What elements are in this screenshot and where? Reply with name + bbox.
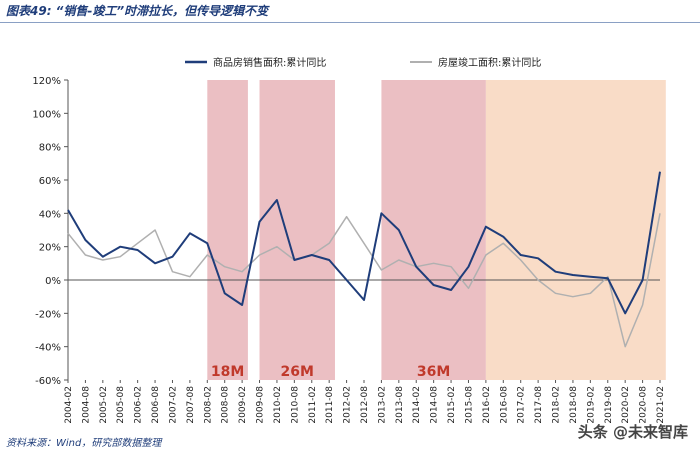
series-line-completion bbox=[67, 213, 661, 348]
x-tick-label: 2013-02 bbox=[377, 386, 387, 424]
x-tick-label: 2006-02 bbox=[134, 386, 144, 424]
x-tick-label: 2012-08 bbox=[360, 386, 370, 424]
lag-label: 18M bbox=[211, 364, 244, 380]
x-tick-label: 2014-02 bbox=[412, 386, 422, 424]
shaded-period-1 bbox=[207, 80, 248, 380]
x-tick-label: 2015-08 bbox=[464, 386, 474, 424]
x-tick-label: 2011-02 bbox=[308, 386, 318, 424]
x-tick-label: 2006-08 bbox=[151, 386, 161, 424]
y-tick-label: 100% bbox=[32, 109, 61, 120]
title-divider bbox=[0, 22, 700, 23]
y-tick-label: 0% bbox=[45, 276, 61, 287]
source-note: 资料来源：Wind，研究部数据整理 bbox=[6, 438, 162, 449]
x-tick-label: 2015-02 bbox=[447, 386, 457, 424]
y-tick-label: 40% bbox=[39, 209, 61, 220]
shaded-period-2 bbox=[259, 80, 335, 380]
x-tick-label: 2009-02 bbox=[238, 386, 248, 424]
x-tick-label: 2018-08 bbox=[569, 386, 579, 424]
y-tick-label: -60% bbox=[35, 376, 61, 387]
line-chart: 120% 100% 80% 60% 40% 20% 0% -20% -40% -60% 2004-… bbox=[32, 56, 666, 424]
x-tick-label: 2005-02 bbox=[99, 386, 109, 424]
legend-label: 房屋竣工面积:累计同比 bbox=[438, 56, 541, 69]
x-tick-label: 2017-08 bbox=[534, 386, 544, 424]
lag-label: 26M bbox=[281, 364, 314, 380]
y-tick-label: 80% bbox=[39, 143, 61, 154]
x-tick-label: 2019-02 bbox=[586, 386, 596, 424]
y-tick-label: -40% bbox=[35, 343, 61, 354]
x-tick-label: 2020-08 bbox=[639, 386, 649, 424]
x-tick-label: 2008-08 bbox=[221, 386, 231, 424]
x-tick-label: 2016-02 bbox=[482, 386, 492, 424]
x-tick-label: 2018-02 bbox=[552, 386, 562, 424]
shaded-period-4 bbox=[485, 80, 666, 380]
x-tick-label: 2011-08 bbox=[325, 386, 335, 424]
x-tick-label: 2004-02 bbox=[64, 386, 74, 424]
x-tick-label: 2010-02 bbox=[273, 386, 283, 424]
x-tick-label: 2021-02 bbox=[656, 386, 666, 424]
y-tick-label: -20% bbox=[35, 309, 61, 320]
y-tick-label: 20% bbox=[39, 243, 61, 254]
x-tick-label: 2004-08 bbox=[81, 386, 91, 424]
x-tick-label: 2010-08 bbox=[290, 386, 300, 424]
x-tick-label: 2013-08 bbox=[395, 386, 405, 424]
x-tick-label: 2008-02 bbox=[203, 386, 213, 424]
x-tick-label: 2020-02 bbox=[621, 386, 631, 424]
x-tick-label: 2007-02 bbox=[168, 386, 178, 424]
series-line-sales bbox=[67, 171, 661, 315]
shaded-period-3 bbox=[381, 80, 486, 380]
chart-title: 图表49: “销售-竣工”时滞拉长，但传导逻辑不变 bbox=[6, 4, 269, 18]
legend-label: 商品房销售面积:累计同比 bbox=[213, 56, 326, 69]
lag-label: 36M bbox=[417, 364, 450, 380]
x-tick-label: 2014-08 bbox=[430, 386, 440, 424]
y-tick-label: 120% bbox=[32, 76, 61, 87]
y-tick-label: 60% bbox=[39, 176, 61, 187]
x-tick-label: 2009-08 bbox=[256, 386, 266, 424]
x-tick-label: 2017-02 bbox=[517, 386, 527, 424]
x-tick-label: 2019-08 bbox=[604, 386, 614, 424]
watermark: 头条 @未来智库 bbox=[577, 423, 688, 441]
x-tick-label: 2005-08 bbox=[116, 386, 126, 424]
x-tick-label: 2012-02 bbox=[343, 386, 353, 424]
x-tick-label: 2016-08 bbox=[499, 386, 509, 424]
x-tick-label: 2007-08 bbox=[186, 386, 196, 424]
